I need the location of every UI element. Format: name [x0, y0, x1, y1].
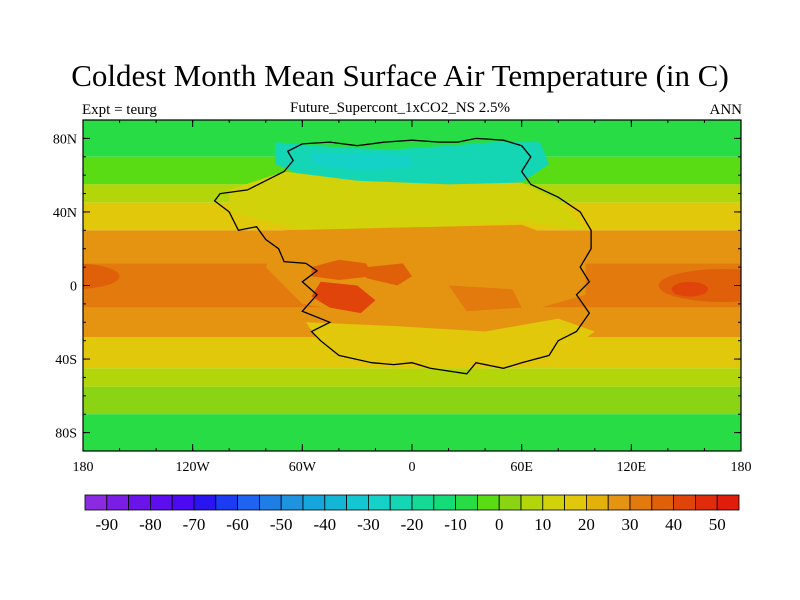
colorbar-label: 0	[495, 515, 504, 534]
lat-tick-label: 40S	[55, 353, 77, 368]
colorbar-swatch	[193, 494, 217, 511]
map-field	[83, 120, 741, 451]
colorbar-swatch	[629, 494, 653, 511]
colorbar-swatch	[128, 494, 151, 511]
latitude-axis: 80N 40N 0 40S 80S	[53, 119, 741, 452]
ocean-band	[83, 368, 741, 387]
land-region	[366, 263, 412, 286]
colorbar-swatch	[258, 494, 282, 511]
colorbar-label: 30	[622, 515, 639, 534]
lat-tick-label: 0	[70, 280, 77, 295]
plot-subtitle: Future_Supercont_1xCO2_NS 2.5%	[290, 100, 510, 116]
colorbar-swatch	[302, 494, 326, 511]
land-region	[311, 153, 412, 170]
land-region	[311, 259, 372, 280]
colorbar-swatch	[607, 494, 631, 511]
lon-tick-label: 60W	[289, 460, 317, 475]
lon-tick-label: 120E	[617, 460, 647, 475]
lon-tick-label: 180	[731, 460, 752, 475]
colorbar-swatch	[171, 494, 195, 511]
season-label: ANN	[709, 102, 743, 118]
lat-tick-label: 80S	[55, 427, 77, 442]
lat-tick-label: 40N	[53, 206, 77, 221]
land-region	[311, 281, 376, 314]
colorbar-label: -30	[357, 515, 380, 534]
colorbar-swatch	[149, 494, 173, 511]
colorbar-label: -60	[226, 515, 249, 534]
colorbar-swatch	[542, 494, 565, 511]
coastline	[213, 137, 592, 375]
colorbar-label: -70	[183, 515, 206, 534]
colorbar-swatch	[433, 494, 456, 511]
colorbar-swatch	[237, 494, 260, 511]
land-region	[448, 285, 522, 312]
plot-title: Coldest Month Mean Surface Air Temperatu…	[71, 58, 729, 93]
colorbar-swatch	[324, 494, 347, 511]
lon-tick-label: 60E	[510, 460, 533, 475]
land-region	[229, 171, 586, 231]
colorbar-swatch	[346, 494, 369, 511]
lon-tick-label: 120W	[176, 460, 211, 475]
colorbar-swatch	[455, 494, 478, 511]
colorbar-swatch	[498, 494, 522, 511]
colorbar-label: -80	[139, 515, 162, 534]
colorbar-label: 20	[578, 515, 595, 534]
colorbar-label: 40	[665, 515, 682, 534]
colorbar-swatch	[84, 494, 108, 511]
lon-tick-label: 0	[409, 460, 416, 475]
colorbar-swatch	[520, 494, 544, 511]
warm-pool	[671, 281, 709, 297]
colorbar-swatch	[389, 494, 413, 511]
colorbar: -90 -80 -70 -60 -50 -40 -30 -20 -10 0 10 20 30 40 50	[84, 494, 740, 534]
colorbar-swatch	[695, 494, 718, 511]
colorbar-label: -50	[270, 515, 293, 534]
warm-pool	[83, 263, 120, 289]
colorbar-label: 50	[709, 515, 726, 534]
colorbar-label: 10	[534, 515, 551, 534]
colorbar-swatch	[564, 494, 587, 511]
colorbar-label: -20	[401, 515, 424, 534]
colorbar-label: -10	[444, 515, 467, 534]
land-region	[306, 318, 595, 369]
experiment-label: Expt = teurg	[82, 102, 157, 118]
colorbar-label: -40	[313, 515, 336, 534]
colorbar-swatch	[586, 494, 609, 511]
lon-tick-label: 180	[73, 460, 94, 475]
colorbar-swatch	[367, 494, 391, 511]
colorbar-swatch	[411, 494, 435, 511]
colorbar-swatch	[673, 494, 696, 511]
colorbar-swatch	[106, 494, 130, 511]
colorbar-swatch	[215, 494, 239, 511]
longitude-axis: 180 120W 60W 0 60E 120E 180	[73, 120, 752, 475]
colorbar-swatch	[716, 494, 740, 511]
lat-tick-label: 80N	[53, 132, 77, 147]
ocean-band	[83, 386, 741, 415]
colorbar-swatch	[651, 494, 674, 511]
colorbar-swatch	[280, 494, 304, 511]
colorbar-label: -90	[95, 515, 118, 534]
colorbar-swatch	[476, 494, 500, 511]
